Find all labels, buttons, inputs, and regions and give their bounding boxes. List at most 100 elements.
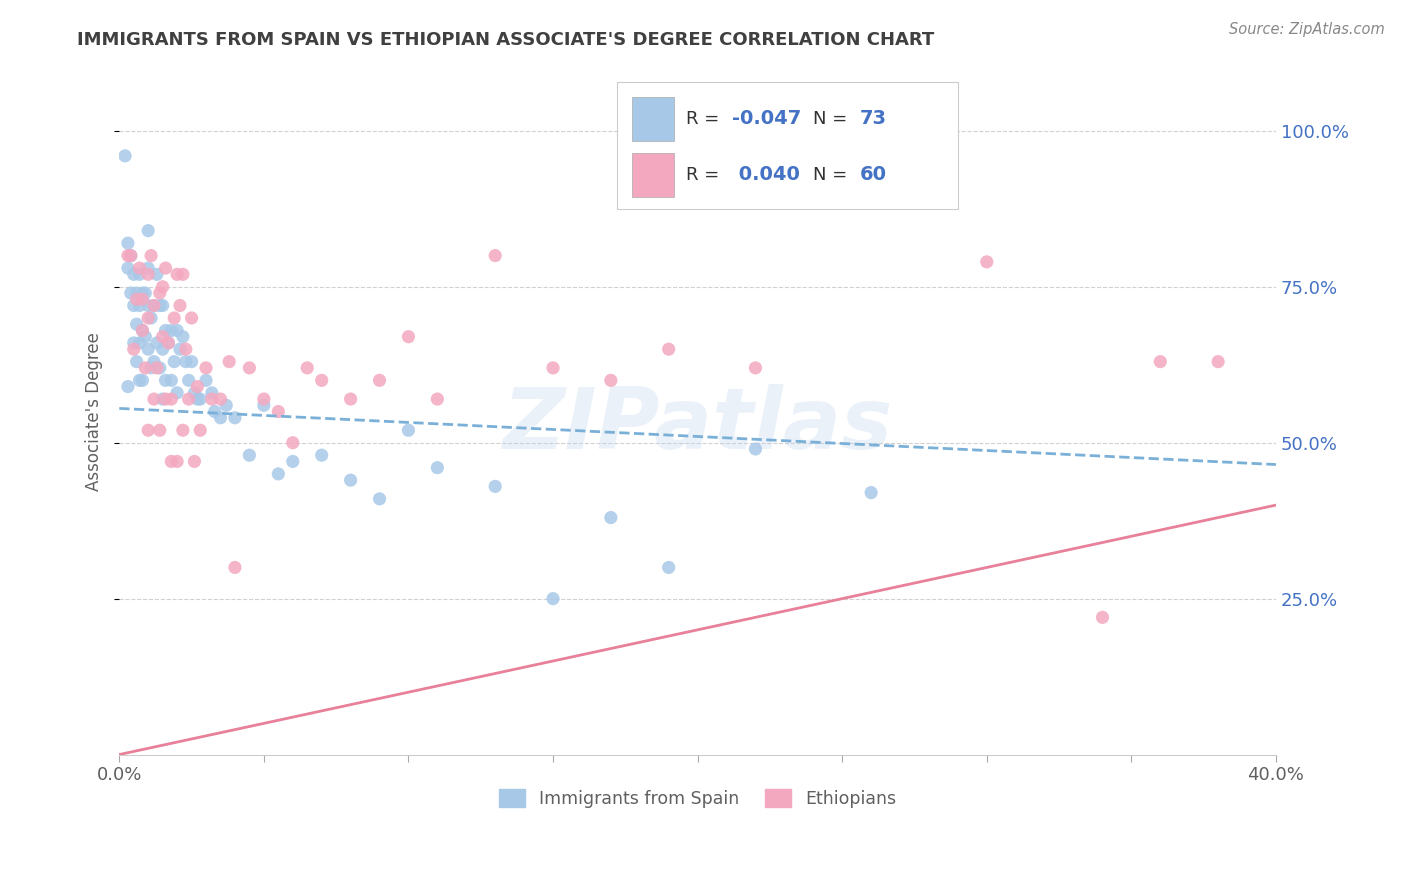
Point: [1149, 354, 1171, 368]
Point: [136, 224, 159, 238]
Point: [160, 392, 183, 406]
Point: [201, 392, 224, 406]
Point: [541, 360, 564, 375]
Point: [426, 460, 449, 475]
Point: [1206, 354, 1229, 368]
Point: [166, 268, 188, 282]
Point: [398, 329, 420, 343]
Point: [398, 423, 420, 437]
Point: [117, 379, 139, 393]
Point: [163, 310, 186, 325]
Point: [152, 342, 174, 356]
Point: [169, 342, 191, 356]
Point: [157, 335, 180, 350]
Point: [166, 454, 188, 468]
Point: [311, 448, 333, 462]
Point: [209, 410, 232, 425]
Text: Source: ZipAtlas.com: Source: ZipAtlas.com: [1229, 22, 1385, 37]
Point: [599, 510, 621, 524]
Point: [117, 236, 139, 251]
Point: [484, 479, 506, 493]
Point: [146, 268, 169, 282]
Point: [131, 293, 153, 307]
Point: [658, 560, 681, 574]
Point: [120, 249, 142, 263]
Point: [163, 354, 186, 368]
Legend: Immigrants from Spain, Ethiopians: Immigrants from Spain, Ethiopians: [492, 781, 903, 814]
Point: [183, 454, 205, 468]
Point: [143, 392, 166, 406]
Point: [172, 423, 194, 437]
Point: [860, 485, 883, 500]
Point: [152, 392, 174, 406]
FancyBboxPatch shape: [617, 82, 957, 209]
Point: [281, 435, 304, 450]
Point: [136, 423, 159, 437]
Point: [426, 392, 449, 406]
Text: ZIPatlas: ZIPatlas: [502, 384, 893, 467]
Point: [174, 354, 197, 368]
Point: [160, 323, 183, 337]
Point: [160, 373, 183, 387]
Point: [253, 392, 276, 406]
Point: [128, 335, 150, 350]
Point: [744, 360, 766, 375]
Point: [120, 286, 142, 301]
Point: [195, 373, 218, 387]
Text: -0.047: -0.047: [733, 109, 801, 128]
Point: [186, 379, 208, 393]
Point: [224, 410, 246, 425]
Point: [204, 404, 226, 418]
Point: [149, 286, 172, 301]
Point: [149, 423, 172, 437]
Point: [143, 299, 166, 313]
Point: [152, 280, 174, 294]
Point: [131, 286, 153, 301]
FancyBboxPatch shape: [631, 96, 675, 141]
Point: [122, 335, 145, 350]
Point: [339, 473, 361, 487]
Point: [131, 323, 153, 337]
Point: [139, 310, 162, 325]
Point: [139, 360, 162, 375]
Point: [146, 360, 169, 375]
Point: [143, 354, 166, 368]
Point: [186, 392, 208, 406]
Point: [139, 249, 162, 263]
Text: 60: 60: [859, 165, 887, 185]
Point: [209, 392, 232, 406]
Point: [136, 299, 159, 313]
Text: 73: 73: [859, 109, 887, 128]
Point: [183, 385, 205, 400]
Point: [136, 342, 159, 356]
Point: [541, 591, 564, 606]
Point: [180, 354, 202, 368]
Point: [215, 398, 238, 412]
Point: [658, 342, 681, 356]
Point: [157, 335, 180, 350]
Point: [177, 373, 200, 387]
Text: 0.040: 0.040: [733, 165, 800, 185]
Point: [128, 299, 150, 313]
Point: [149, 360, 172, 375]
Point: [120, 249, 142, 263]
Text: N =: N =: [813, 166, 853, 184]
Point: [267, 467, 290, 481]
Point: [125, 293, 148, 307]
Point: [128, 268, 150, 282]
Point: [174, 342, 197, 356]
Point: [125, 354, 148, 368]
FancyBboxPatch shape: [631, 153, 675, 197]
Text: R =: R =: [686, 110, 725, 128]
Point: [122, 342, 145, 356]
Point: [152, 299, 174, 313]
Point: [188, 423, 211, 437]
Point: [128, 373, 150, 387]
Point: [238, 360, 260, 375]
Point: [311, 373, 333, 387]
Point: [125, 317, 148, 331]
Point: [114, 149, 136, 163]
Point: [143, 299, 166, 313]
Point: [224, 560, 246, 574]
Point: [218, 354, 240, 368]
